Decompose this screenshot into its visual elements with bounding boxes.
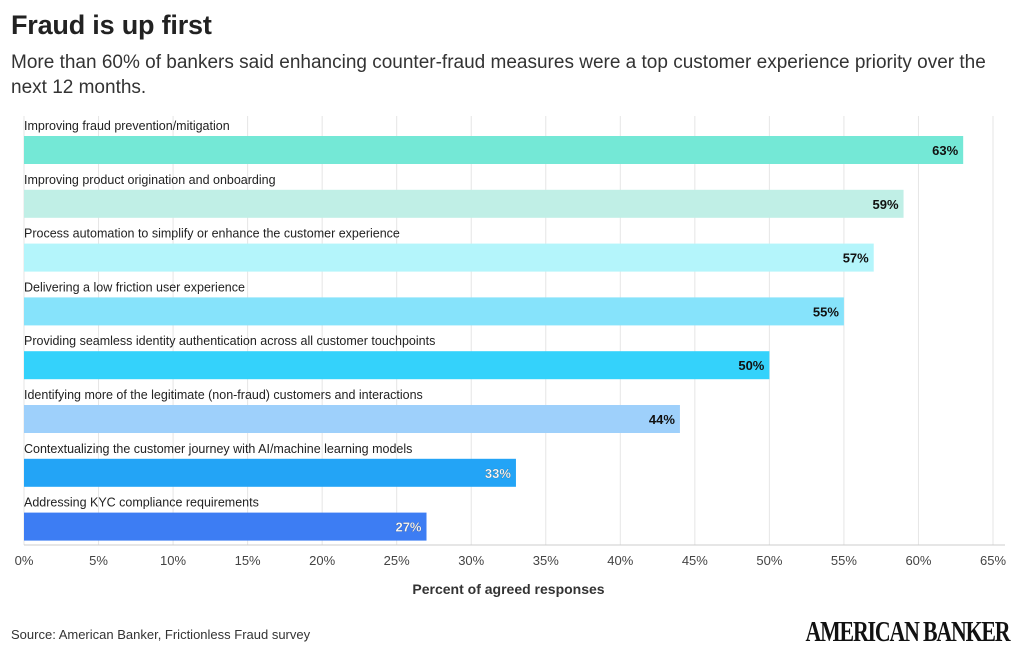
category-label: Providing seamless identity authenticati…	[24, 334, 435, 348]
bar-group: Identifying more of the legitimate (non-…	[24, 388, 680, 433]
value-label: 63%	[932, 143, 958, 158]
gridlines	[23, 116, 994, 545]
bar-group: Providing seamless identity authenticati…	[24, 334, 770, 380]
value-label: 27%	[395, 520, 421, 535]
x-tick-label: 25%	[384, 553, 410, 568]
bar	[24, 189, 904, 218]
category-label: Addressing KYC compliance requirements	[24, 496, 259, 510]
american-banker-logo: AMERICAN BANKER	[805, 617, 1010, 648]
value-label: 33%	[485, 466, 511, 481]
bar	[24, 243, 874, 272]
x-tick-label: 40%	[607, 553, 633, 568]
bar-group: Improving fraud prevention/mitigation 63%	[24, 119, 964, 164]
x-tick-label: 50%	[756, 553, 782, 568]
value-label: 59%	[873, 197, 899, 212]
category-label: Delivering a low friction user experienc…	[24, 280, 245, 294]
bar	[24, 512, 427, 541]
bar	[24, 297, 844, 326]
source-note: Source: American Banker, Frictionless Fr…	[11, 627, 311, 642]
x-axis-title: Percent of agreed responses	[412, 581, 604, 597]
value-label: 55%	[813, 304, 839, 319]
category-label: Contextualizing the customer journey wit…	[24, 442, 412, 456]
chart-subtitle: More than 60% of bankers said enhancing …	[11, 52, 986, 98]
x-tick-label: 35%	[533, 553, 559, 568]
bar	[24, 136, 964, 164]
bar-group: Improving product origination and onboar…	[24, 173, 904, 218]
x-tick-label: 5%	[89, 553, 108, 568]
bar-group: Process automation to simplify or enhanc…	[24, 227, 874, 272]
bar	[24, 351, 770, 380]
bar	[24, 458, 516, 487]
x-tick-label: 0%	[15, 553, 34, 568]
x-tick-label: 65%	[980, 553, 1006, 568]
category-label: Identifying more of the legitimate (non-…	[24, 388, 423, 402]
value-label: 57%	[843, 251, 869, 266]
chart-title: Fraud is up first	[11, 10, 212, 40]
x-tick-label: 60%	[905, 553, 931, 568]
x-tick-label: 20%	[309, 553, 335, 568]
bar-group: Delivering a low friction user experienc…	[24, 280, 844, 326]
bar-chart: Improving fraud prevention/mitigation 63%…	[15, 116, 1006, 597]
value-label: 50%	[738, 358, 764, 373]
x-tick-label: 55%	[831, 553, 857, 568]
x-tick-label: 15%	[235, 553, 261, 568]
x-tick-label: 30%	[458, 553, 484, 568]
bar-group: Contextualizing the customer journey wit…	[24, 442, 516, 487]
x-tick-label: 45%	[682, 553, 708, 568]
category-label: Improving fraud prevention/mitigation	[24, 119, 230, 133]
value-label: 44%	[649, 412, 675, 427]
category-label: Process automation to simplify or enhanc…	[24, 227, 400, 241]
bar-group: Addressing KYC compliance requirements 27…	[24, 496, 427, 541]
category-label: Improving product origination and onboar…	[24, 173, 276, 187]
x-tick-label: 10%	[160, 553, 186, 568]
bar	[24, 405, 680, 433]
